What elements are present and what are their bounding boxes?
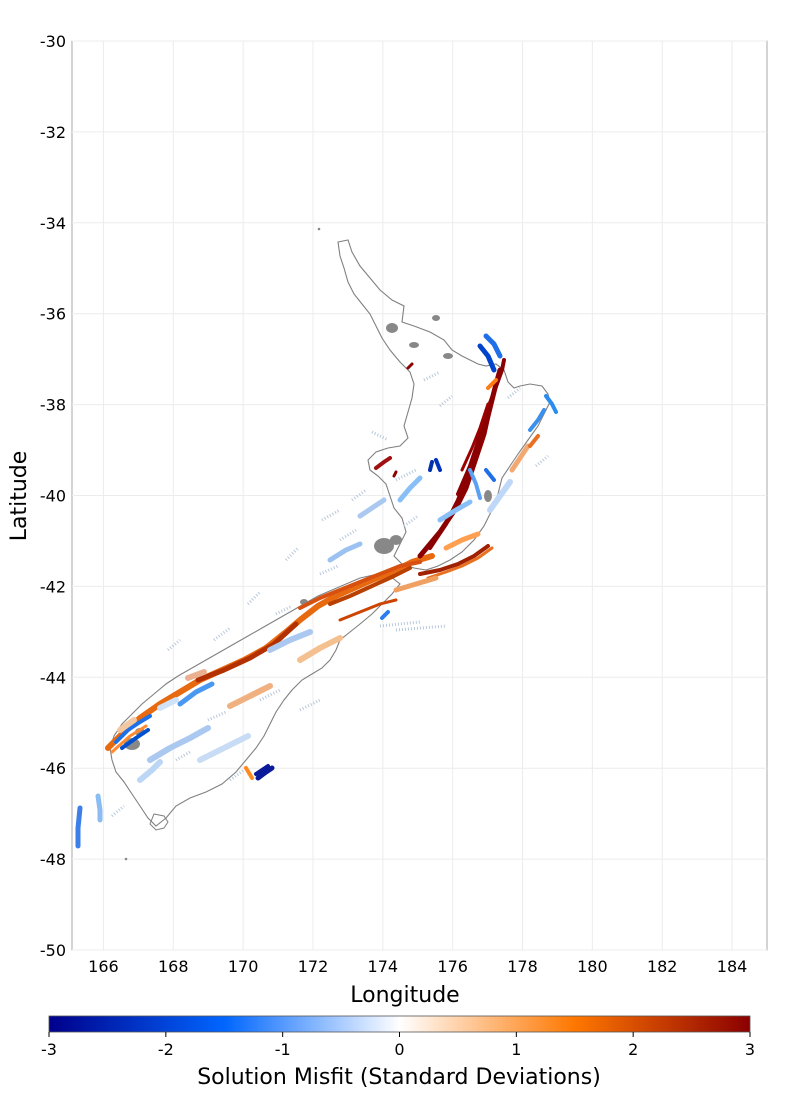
y-axis-ticks: -30 -32 -34 -36 -38 -40 -42 -44 -46 -48 -50 (40, 32, 66, 960)
fault-segment (227, 683, 273, 709)
fault-segment (486, 378, 498, 390)
fault-segment (443, 531, 481, 551)
fault-segment-minor (319, 564, 339, 576)
x-axis-title: Longitude (350, 983, 459, 1008)
fault-segment (137, 759, 163, 783)
fault-segment (177, 681, 215, 707)
fault-segment (157, 697, 179, 711)
fault-segment (255, 765, 275, 781)
x-axis-ticks: 166 168 170 172 174 176 178 180 182 184 (88, 957, 747, 976)
y-axis-title: Latitude (7, 451, 32, 542)
fault-segment-minor (213, 626, 231, 642)
fault-segment (244, 766, 254, 780)
colorbar-tick-label: -1 (275, 1040, 291, 1059)
north-island-coastline (337, 239, 551, 571)
fault-segment (114, 714, 152, 744)
fault-segment-minor (299, 698, 321, 712)
fault-segment (75, 805, 83, 849)
y-tick-label: -32 (40, 123, 66, 142)
y-tick-label: -42 (40, 577, 66, 596)
x-tick-label: 174 (368, 957, 399, 976)
fault-segment-minor (339, 528, 357, 542)
fault-segment (487, 479, 513, 513)
fault-segment (528, 408, 546, 432)
fault-segment (267, 629, 313, 653)
fault-segment (484, 468, 496, 482)
fault-segment (254, 764, 270, 776)
fault-segment (110, 724, 148, 754)
colorbar-tick-label: -3 (41, 1040, 57, 1059)
fault-segment (120, 728, 150, 750)
fault-segment (297, 635, 343, 663)
y-tick-label: -30 (40, 32, 66, 51)
colorbar-tick-label: 2 (628, 1040, 638, 1059)
fault-segment (298, 560, 422, 610)
x-tick-label: 168 (158, 957, 189, 976)
fault-segment (380, 610, 390, 620)
x-tick-label: 184 (717, 957, 748, 976)
y-tick-label: -40 (40, 487, 66, 506)
fault-segment (185, 669, 207, 681)
colorbar-tick-label: 0 (394, 1040, 404, 1059)
colorbar-label: Solution Misfit (Standard Deviations) (197, 1065, 601, 1090)
fault-segment (195, 621, 299, 683)
fault-segment (509, 443, 531, 473)
y-tick-label: -38 (40, 396, 66, 415)
fault-segment (327, 541, 363, 563)
colorbar (48, 1015, 751, 1033)
grid-lines (72, 40, 767, 951)
fault-segment (477, 343, 497, 373)
colorbar-ticks: -3 -2 -1 0 1 2 3 (41, 1032, 755, 1059)
fault-segment (483, 333, 503, 359)
fault-segment (544, 394, 558, 414)
fault-segment (434, 458, 442, 472)
colorbar-tick-label: -2 (158, 1040, 174, 1059)
y-tick-label: -46 (40, 759, 66, 778)
fault-segment (197, 733, 251, 763)
stewart-island-coastline (149, 813, 169, 831)
fault-segment-minor (259, 688, 281, 702)
fault-segment (460, 402, 490, 472)
fault-segment (117, 717, 137, 733)
x-tick-label: 176 (437, 957, 468, 976)
x-tick-label: 180 (577, 957, 608, 976)
fault-segment-minor (207, 710, 227, 722)
fault-segment-minor (379, 620, 421, 628)
fault-segment-minor (395, 468, 417, 482)
fault-segment (418, 544, 490, 576)
fault-segment (468, 468, 482, 500)
fault-segment (437, 499, 473, 523)
x-tick-label: 178 (507, 957, 538, 976)
fault-segment (393, 575, 439, 593)
fault-segment (428, 460, 434, 472)
south-island-coastline (109, 573, 401, 827)
y-tick-label: -50 (40, 941, 66, 960)
y-tick-label: -36 (40, 305, 66, 324)
x-tick-label: 170 (228, 957, 259, 976)
fault-segment (357, 497, 387, 519)
fault-segment (406, 362, 414, 370)
fault-segment (426, 546, 494, 580)
y-tick-label: -48 (40, 850, 66, 869)
map-layers (109, 227, 551, 861)
fault-segment-minor (321, 508, 341, 522)
fault-segment (338, 598, 398, 622)
y-tick-label: -44 (40, 668, 66, 687)
fault-segment (528, 434, 540, 448)
fault-segments (75, 333, 558, 849)
colorbar-tick-label: 1 (511, 1040, 521, 1059)
fault-segment (95, 793, 103, 823)
fault-segment (328, 566, 412, 606)
y-tick-label: -34 (40, 214, 66, 233)
x-tick-label: 166 (88, 957, 119, 976)
fault-segment (397, 475, 423, 503)
fault-segment (147, 725, 211, 763)
colorbar-tick-label: 3 (745, 1040, 755, 1059)
x-tick-label: 182 (647, 957, 678, 976)
fault-segment (374, 456, 392, 470)
x-tick-label: 172 (298, 957, 329, 976)
fault-segment (392, 470, 398, 478)
